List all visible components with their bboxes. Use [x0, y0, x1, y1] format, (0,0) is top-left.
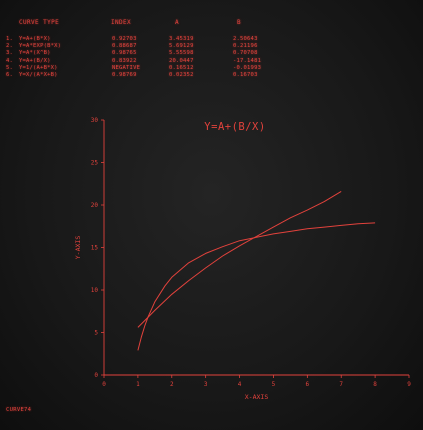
coef-b: 2.50643 [233, 36, 258, 42]
curve-index: 0.98765 [112, 50, 137, 57]
coef-a: 20.0447 [169, 57, 194, 64]
curve-type: Y=A+(B*X) [19, 36, 51, 42]
x-tick-label: 8 [373, 381, 377, 388]
coef-a: 5.55598 [169, 50, 194, 57]
coef-a: 3.45319 [169, 36, 194, 42]
x-axis-label: X-AXIS [245, 393, 269, 401]
x-tick-label: 9 [407, 381, 411, 388]
coef-b: 0.16703 [233, 71, 258, 78]
coef-a: 0.02352 [169, 71, 194, 78]
y-tick-label: 15 [91, 245, 99, 252]
curve-type: Y=A+(B/X) [19, 57, 51, 64]
curve-index: NEGATIVE [112, 64, 141, 71]
x-tick-label: 5 [272, 381, 276, 388]
row-number: 3. [6, 50, 14, 57]
curve-index: 0.92703 [112, 36, 137, 42]
y-tick-label: 25 [91, 160, 99, 167]
series-line-1 [137, 222, 376, 351]
col-b: B [237, 19, 242, 26]
row-number: 5. [6, 64, 14, 71]
coef-a: 5.69129 [169, 43, 194, 50]
curve-index: 0.83922 [112, 57, 137, 64]
curve-type: Y=A*(X^B) [19, 50, 51, 57]
curve-type: Y=1/(A+B*X) [19, 64, 58, 71]
curve-type: Y=X/(A*X+B) [19, 71, 58, 78]
curve-index: 0.88687 [112, 43, 137, 50]
x-tick-label: 2 [170, 381, 174, 388]
curve-index: 0.98769 [112, 71, 137, 78]
col-curve-type: CURVE TYPE [19, 19, 60, 26]
coef-a: 0.16512 [169, 64, 194, 71]
chart-title: Y=A+(B/X) [204, 121, 265, 133]
row-number: 4. [6, 57, 14, 64]
footer-label: CURVE74 [6, 407, 32, 413]
x-tick-label: 0 [102, 381, 106, 388]
y-tick-label: 20 [91, 202, 99, 209]
curve-type: Y=A*EXP(B*X) [19, 43, 62, 50]
col-a: A [175, 19, 180, 26]
col-index: INDEX [111, 19, 132, 26]
coef-b: 0.70708 [233, 50, 258, 57]
x-tick-label: 4 [238, 381, 242, 388]
row-number: 1. [6, 36, 14, 42]
coef-b: -0.01993 [233, 64, 262, 71]
x-tick-label: 3 [204, 381, 208, 388]
x-tick-label: 7 [339, 381, 343, 388]
series-line-2 [137, 190, 342, 328]
y-tick-label: 5 [94, 330, 98, 337]
y-tick-label: 10 [91, 287, 99, 294]
y-axis-label: Y-AXIS [74, 236, 82, 260]
coef-b: 0.21196 [233, 43, 258, 50]
y-tick-label: 0 [94, 372, 98, 379]
x-tick-label: 1 [136, 381, 140, 388]
coef-b: -17.1481 [233, 57, 262, 64]
row-number: 6. [6, 71, 14, 78]
x-tick-label: 6 [306, 381, 310, 388]
y-tick-label: 30 [91, 117, 99, 124]
row-number: 2. [6, 43, 14, 50]
